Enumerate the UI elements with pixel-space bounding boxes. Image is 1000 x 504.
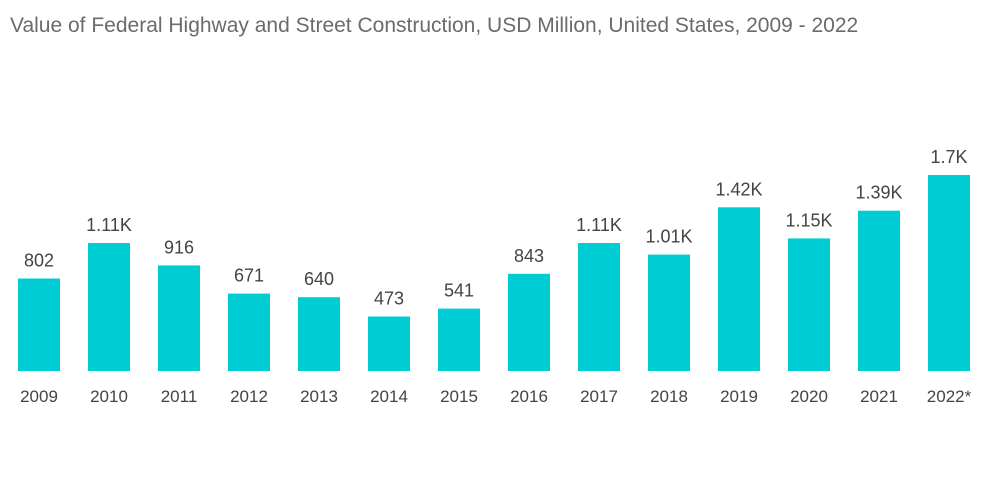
bar-2010: [88, 243, 130, 371]
bar-2012: [228, 293, 270, 371]
value-label-2014: 473: [374, 289, 404, 309]
x-tick-label-2019: 2019: [720, 387, 758, 406]
x-tick-label-2016: 2016: [510, 387, 548, 406]
bar-2019: [718, 207, 760, 371]
chart-title: Value of Federal Highway and Street Cons…: [10, 14, 859, 37]
value-label-2016: 843: [514, 246, 544, 266]
bar-2020: [788, 238, 830, 371]
bar-2022: [928, 175, 970, 371]
x-tick-label-2015: 2015: [440, 387, 478, 406]
value-label-2022: 1.7K: [930, 147, 967, 167]
bar-2013: [298, 297, 340, 371]
bar-2011: [158, 265, 200, 371]
value-label-2013: 640: [304, 269, 334, 289]
value-labels-layer: 802 1.11K 916 671 640 473 541 843 1.11K 1.01K 1.42…: [24, 147, 968, 309]
bar-2017: [578, 243, 620, 371]
x-axis-tick-labels: 2009 2010 2011 2012 2013 2014 2015 2016 2017 2018…: [20, 387, 972, 406]
x-tick-label-2009: 2009: [20, 387, 58, 406]
x-tick-label-2014: 2014: [370, 387, 408, 406]
x-tick-label-2012: 2012: [230, 387, 268, 406]
bar-2018: [648, 254, 690, 371]
bar-2014: [368, 316, 410, 371]
value-label-2010: 1.11K: [86, 215, 132, 235]
bar-2009: [18, 278, 60, 371]
x-tick-label-2021: 2021: [860, 387, 898, 406]
value-label-2012: 671: [234, 266, 264, 286]
value-label-2015: 541: [444, 281, 474, 301]
bar-2021: [858, 210, 900, 371]
bar-2015: [438, 308, 480, 371]
x-tick-label-2018: 2018: [650, 387, 688, 406]
x-tick-label-2017: 2017: [580, 387, 618, 406]
bars-layer: [18, 175, 970, 371]
x-tick-label-2022: 2022*: [927, 387, 972, 406]
value-label-2011: 916: [164, 237, 194, 257]
x-tick-label-2010: 2010: [90, 387, 128, 406]
x-tick-label-2013: 2013: [300, 387, 338, 406]
value-label-2019: 1.42K: [715, 179, 762, 199]
value-label-2018: 1.01K: [645, 227, 692, 247]
value-label-2009: 802: [24, 251, 54, 271]
value-label-2020: 1.15K: [785, 210, 832, 230]
x-tick-label-2020: 2020: [790, 387, 828, 406]
value-label-2017: 1.11K: [576, 215, 622, 235]
value-label-2021: 1.39K: [855, 183, 902, 203]
bar-2016: [508, 273, 550, 371]
x-tick-label-2011: 2011: [161, 387, 198, 406]
